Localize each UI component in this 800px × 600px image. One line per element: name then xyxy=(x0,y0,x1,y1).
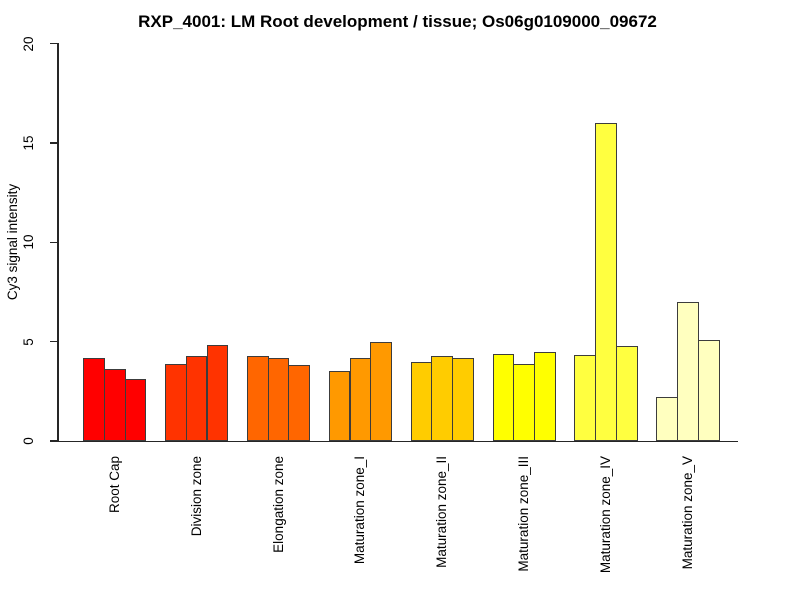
bar-maturation-zone-i-3 xyxy=(370,341,393,441)
x-label-maturation-zone-v: Maturation zone_V xyxy=(680,456,695,570)
y-tick-5 xyxy=(50,340,57,343)
x-label-root-cap: Root Cap xyxy=(106,456,122,514)
y-tick-label-0: 0 xyxy=(21,437,36,445)
x-label-maturation-zone-iv: Maturation zone_IV xyxy=(598,456,614,574)
bar-maturation-zone-i-1 xyxy=(328,371,351,441)
y-axis-line xyxy=(57,43,59,442)
bar-maturation-zone-ii-3 xyxy=(452,357,474,441)
x-label-elongation-zone: Elongation zone xyxy=(270,456,286,553)
y-tick-0 xyxy=(50,440,57,442)
bar-division-zone-3 xyxy=(206,344,229,441)
bar-root-cap-3 xyxy=(124,379,147,441)
x-label-maturation-zone-iii: Maturation zone_III xyxy=(516,456,532,572)
y-tick-20 xyxy=(50,42,57,45)
y-tick-10 xyxy=(50,241,57,243)
bar-maturation-zone-ii-2 xyxy=(431,355,454,441)
bar-maturation-zone-iv-3 xyxy=(616,345,638,441)
bar-division-zone-2 xyxy=(185,355,208,441)
bar-root-cap-2 xyxy=(103,369,126,441)
bar-maturation-zone-v-2 xyxy=(677,301,699,441)
x-label-division-zone: Division zone xyxy=(188,456,204,537)
bar-maturation-zone-iv-2 xyxy=(595,123,617,441)
bar-maturation-zone-iii-2 xyxy=(513,364,536,441)
x-axis-line xyxy=(57,440,738,442)
bar-maturation-zone-v-1 xyxy=(656,397,679,441)
bar-division-zone-1 xyxy=(164,364,187,441)
y-tick-label-5: 5 xyxy=(21,337,36,346)
bar-maturation-zone-iv-1 xyxy=(574,354,597,441)
bar-maturation-zone-iii-1 xyxy=(492,353,515,441)
y-tick-label-15: 15 xyxy=(21,135,36,151)
y-tick-15 xyxy=(50,142,57,144)
y-tick-label-20: 20 xyxy=(21,35,36,52)
x-label-maturation-zone-ii: Maturation zone_II xyxy=(434,456,450,568)
x-label-maturation-zone-i: Maturation zone_I xyxy=(352,456,368,565)
bar-elongation-zone-3 xyxy=(288,365,311,441)
bar-elongation-zone-1 xyxy=(246,355,269,441)
y-tick-label-10: 10 xyxy=(21,234,36,250)
bar-maturation-zone-i-2 xyxy=(349,357,372,441)
bar-elongation-zone-2 xyxy=(267,357,290,441)
y-axis-title: Cy3 signal intensity xyxy=(5,183,20,301)
chart-title: RXP_4001: LM Root development / tissue; … xyxy=(138,12,657,31)
bar-maturation-zone-v-3 xyxy=(697,339,720,441)
bar-maturation-zone-iii-3 xyxy=(534,351,556,441)
bar-root-cap-1 xyxy=(83,357,105,441)
bar-maturation-zone-ii-1 xyxy=(410,362,433,441)
